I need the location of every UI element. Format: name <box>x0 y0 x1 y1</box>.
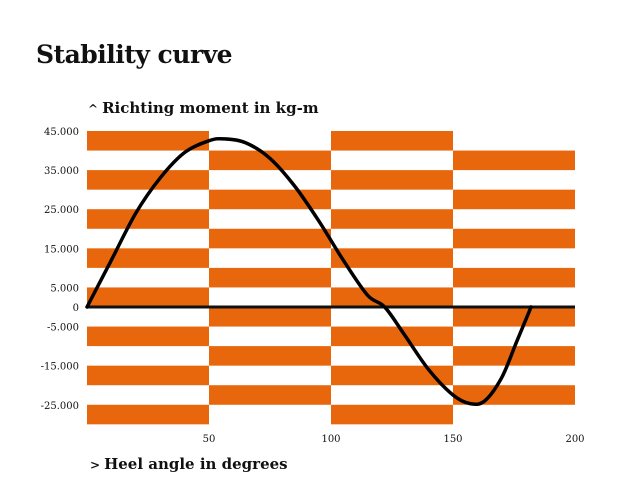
background-stripes <box>87 131 575 425</box>
y-tick-label: -5.000 <box>47 323 79 334</box>
y-tick-label: -25.000 <box>41 401 79 412</box>
x-axis-label: Heel angle in degrees <box>104 455 288 473</box>
stripe-band <box>87 404 209 425</box>
stripe-band <box>87 131 209 151</box>
stripe-band <box>331 131 453 151</box>
stripe-band <box>87 209 209 229</box>
stripe-band <box>87 365 209 386</box>
stripe-band <box>453 346 575 366</box>
stripe-band <box>331 248 453 268</box>
x-tick-label: 50 <box>203 434 216 445</box>
chart-title: Stability curve <box>36 40 233 69</box>
stripe-band <box>209 189 331 210</box>
stripe-band <box>453 150 575 171</box>
x-axis-label-group: > Heel angle in degrees <box>90 455 288 473</box>
stripe-band <box>209 267 331 288</box>
stripe-band <box>209 385 331 405</box>
stripe-band <box>453 189 575 210</box>
stripe-band <box>87 326 209 347</box>
stripe-band <box>331 287 453 307</box>
stripe-band <box>453 385 575 405</box>
series-layer <box>85 136 533 407</box>
y-tick-label: 5.000 <box>50 283 79 294</box>
stripe-band <box>453 267 575 288</box>
stripe-band <box>331 365 453 386</box>
stripe-band <box>87 170 209 190</box>
stripe-band <box>209 228 331 249</box>
stripe-band <box>331 170 453 190</box>
stability-curve-line <box>85 136 533 407</box>
stripe-band <box>87 248 209 268</box>
y-axis-label-group: ^ Richting moment in kg-m <box>88 99 319 117</box>
up-arrow-icon: ^ <box>88 102 99 116</box>
stripe-band <box>331 209 453 229</box>
x-tick-labels: 50 100 150 200 <box>203 434 585 445</box>
stripe-band <box>331 326 453 347</box>
stripe-band <box>331 404 453 425</box>
x-tick-label: 100 <box>321 434 340 445</box>
stripe-band <box>209 307 331 327</box>
y-axis-label: Richting moment in kg-m <box>102 99 319 117</box>
x-tick-label: 200 <box>565 434 584 445</box>
right-arrow-icon: > <box>90 458 101 472</box>
y-tick-label: 15.000 <box>44 244 79 255</box>
y-tick-label: 25.000 <box>44 205 79 216</box>
stripe-band <box>209 346 331 366</box>
x-tick-label: 150 <box>443 434 462 445</box>
stripe-band <box>87 287 209 307</box>
y-tick-label: 0 <box>73 303 79 314</box>
y-tick-label: -15.000 <box>41 362 79 373</box>
y-tick-label: 35.000 <box>44 166 79 177</box>
stripe-band <box>453 307 575 327</box>
y-tick-labels: 45.000 35.000 25.000 15.000 5.000 0 -5.000 -15.… <box>41 127 79 412</box>
stripe-band <box>453 228 575 249</box>
y-tick-label: 45.000 <box>44 127 79 138</box>
